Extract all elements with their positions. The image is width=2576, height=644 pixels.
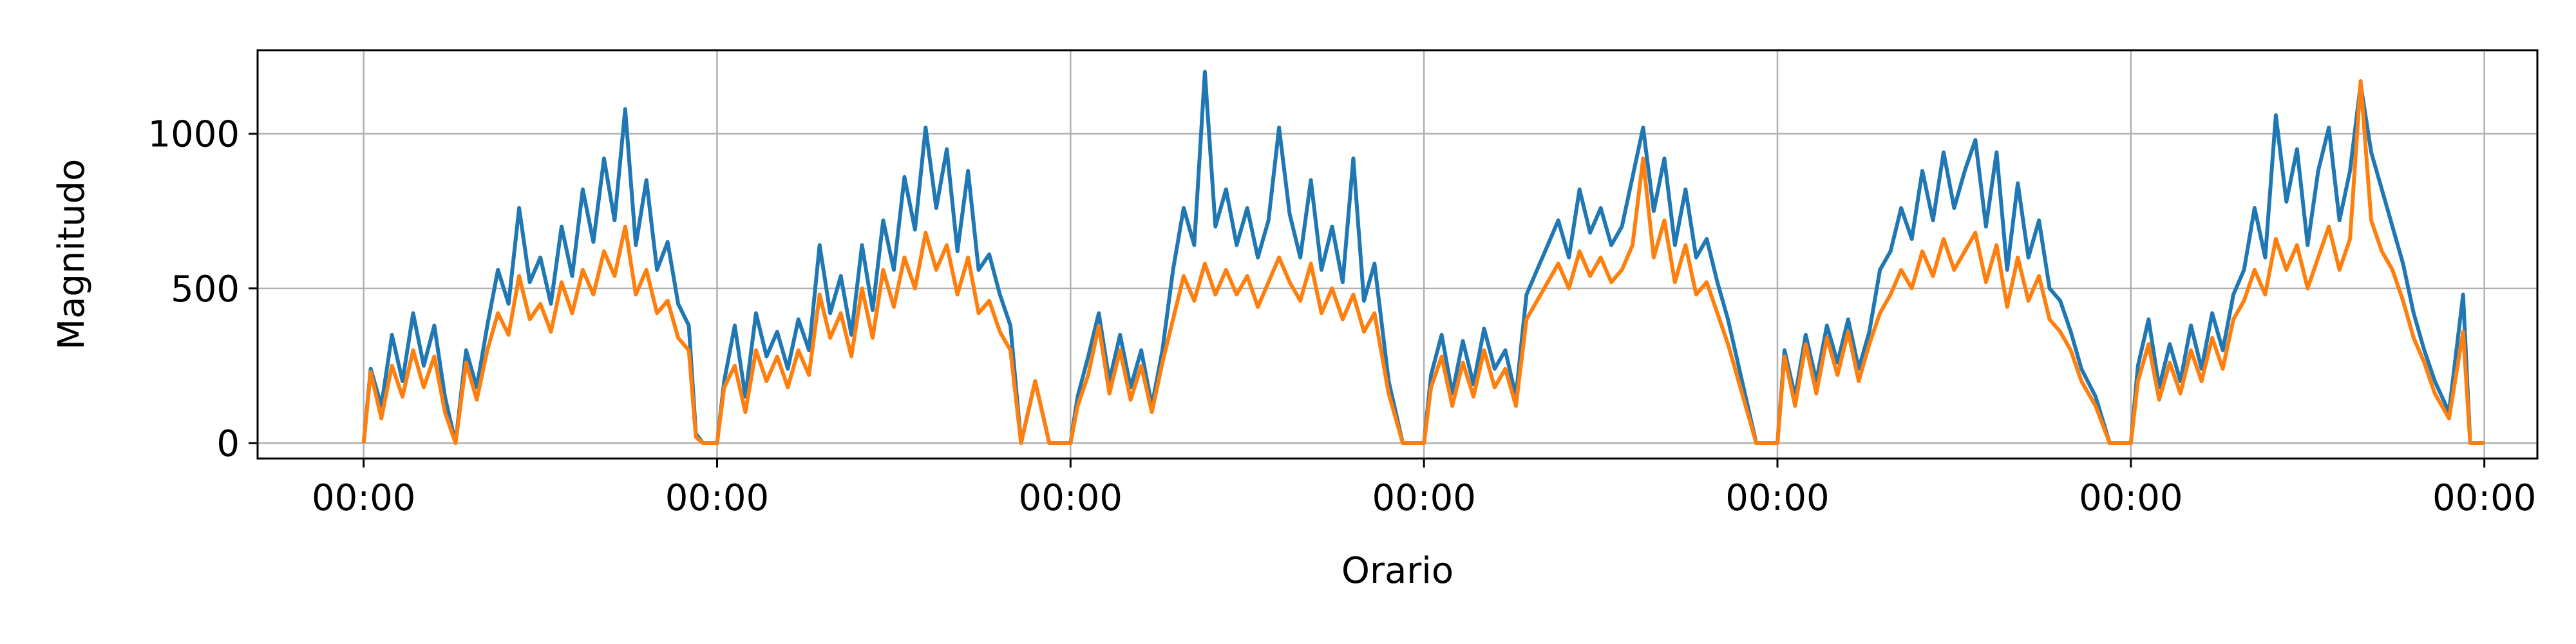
axes-frame [256,49,2539,460]
x-tick-label: 00:00 [1019,477,1122,519]
x-axis-label: Orario [1341,550,1454,592]
x-tick-label: 00:00 [665,477,769,519]
x-tick-label: 00:00 [2432,477,2536,519]
x-tick-label: 00:00 [1725,477,1829,519]
x-tick-label: 00:00 [312,477,415,519]
y-tick-label: 0 [216,423,240,465]
axis-ticks: 00:00 00:00 00:00 00:00 00:00 00:00 00:00 0 500 1… [147,114,2536,519]
plot-area [361,70,2485,445]
series-line-2 [361,79,2485,445]
y-axis-label: Magnitudo [51,159,93,350]
x-tick-label: 00:00 [1372,477,1475,519]
y-tick-label: 500 [171,269,240,310]
grid-lines [258,50,2537,459]
x-tick-label: 00:00 [2079,477,2183,519]
y-tick-label: 1000 [147,114,240,156]
